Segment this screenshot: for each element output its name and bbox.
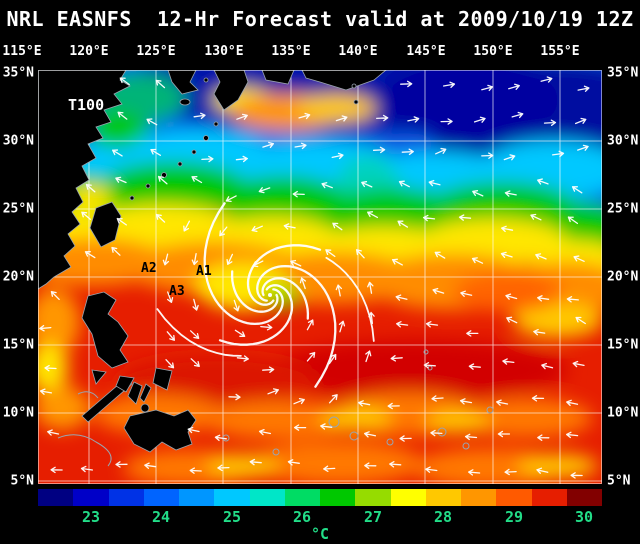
colorbar-segment-15: [566, 489, 602, 506]
colorbar-segment-9: [355, 489, 391, 506]
lon-tick-140e: 140°E: [338, 44, 378, 59]
annotation-a2: A2: [141, 261, 157, 276]
sst-field-svg: T100 A2 A1 A3: [0, 10, 640, 488]
colorbar-segment-7: [284, 489, 320, 506]
lon-tick-145e: 145°E: [406, 44, 446, 59]
lat-tick-left-30n: 30°N: [2, 133, 34, 149]
lon-tick-150e: 150°E: [473, 44, 513, 59]
typhoon-eye: [268, 293, 272, 297]
colorbar-tick-27: 27: [363, 508, 383, 526]
lat-tick-left-25n: 25°N: [2, 201, 34, 217]
colorbar-segment-5: [214, 489, 250, 506]
annotation-a3: A3: [169, 284, 185, 299]
land-mindanao: [123, 409, 197, 453]
colorbar-segment-0: [38, 489, 74, 506]
colorbar-segment-14: [531, 489, 567, 506]
colorbar-tick-25: 25: [222, 508, 242, 526]
colorbar-segment-1: [73, 489, 109, 506]
land-masses: [37, 69, 388, 453]
reef-contours: [57, 349, 494, 467]
lat-tick-right-15n: 15°N: [607, 337, 639, 353]
lon-tick-120e: 120°E: [69, 44, 109, 59]
colorbar-segment-11: [425, 489, 461, 506]
lon-tick-155e: 155°E: [540, 44, 580, 59]
land-ryukyu-islands: [129, 121, 219, 201]
wind-arrows: [39, 76, 590, 479]
colorbar-unit: °C: [310, 525, 330, 543]
lat-tick-right-20n: 20°N: [607, 269, 639, 285]
land-mindoro: [91, 369, 107, 385]
colorbar-segment-4: [179, 489, 215, 506]
colorbar-segment-8: [320, 489, 356, 506]
colorbar-segment-10: [390, 489, 426, 506]
colorbar-segment-2: [108, 489, 144, 506]
colorbar-tick-24: 24: [151, 508, 171, 526]
annotation-a1: A1: [196, 264, 212, 279]
colorbar: [38, 489, 602, 506]
map-border: [38, 70, 602, 484]
lat-tick-left-15n: 15°N: [2, 337, 34, 353]
land-jeju: [179, 98, 191, 106]
lat-tick-right-25n: 25°N: [607, 201, 639, 217]
colorbar-segment-13: [496, 489, 532, 506]
lat-tick-left-35n: 35°N: [2, 65, 34, 81]
page-title: NRL EASNFS 12-Hr Forecast valid at 2009/…: [6, 7, 634, 31]
lon-tick-135e: 135°E: [271, 44, 311, 59]
lon-tick-125e: 125°E: [136, 44, 176, 59]
colorbar-tick-23: 23: [81, 508, 101, 526]
lon-tick-130e: 130°E: [204, 44, 244, 59]
land-kyushu: [213, 69, 249, 111]
model-label: T100: [68, 96, 104, 114]
colorbar-segment-6: [249, 489, 285, 506]
lat-tick-left-10n: 10°N: [2, 405, 34, 421]
colorbar-segment-12: [461, 489, 497, 506]
lat-tick-right-10n: 10°N: [607, 405, 639, 421]
lat-tick-right-30n: 30°N: [607, 133, 639, 149]
sst-map: T100 A2 A1 A3: [0, 10, 640, 488]
colorbar-segment-3: [143, 489, 179, 506]
colorbar-tick-26: 26: [292, 508, 312, 526]
lat-tick-left-20n: 20°N: [2, 269, 34, 285]
typhoon-spiral: [156, 202, 375, 388]
land-taiwan: [89, 201, 122, 248]
lat-tick-left-5n: 5°N: [10, 473, 34, 489]
lat-tick-right-5n: 5°N: [607, 473, 631, 489]
lon-tick-115e: 115°E: [2, 44, 42, 59]
land-china: [37, 69, 131, 290]
lat-tick-right-35n: 35°N: [607, 65, 639, 81]
colorbar-tick-28: 28: [433, 508, 453, 526]
land-luzon: [81, 291, 129, 369]
colorbar-tick-30: 30: [574, 508, 594, 526]
colorbar-tick-29: 29: [504, 508, 524, 526]
